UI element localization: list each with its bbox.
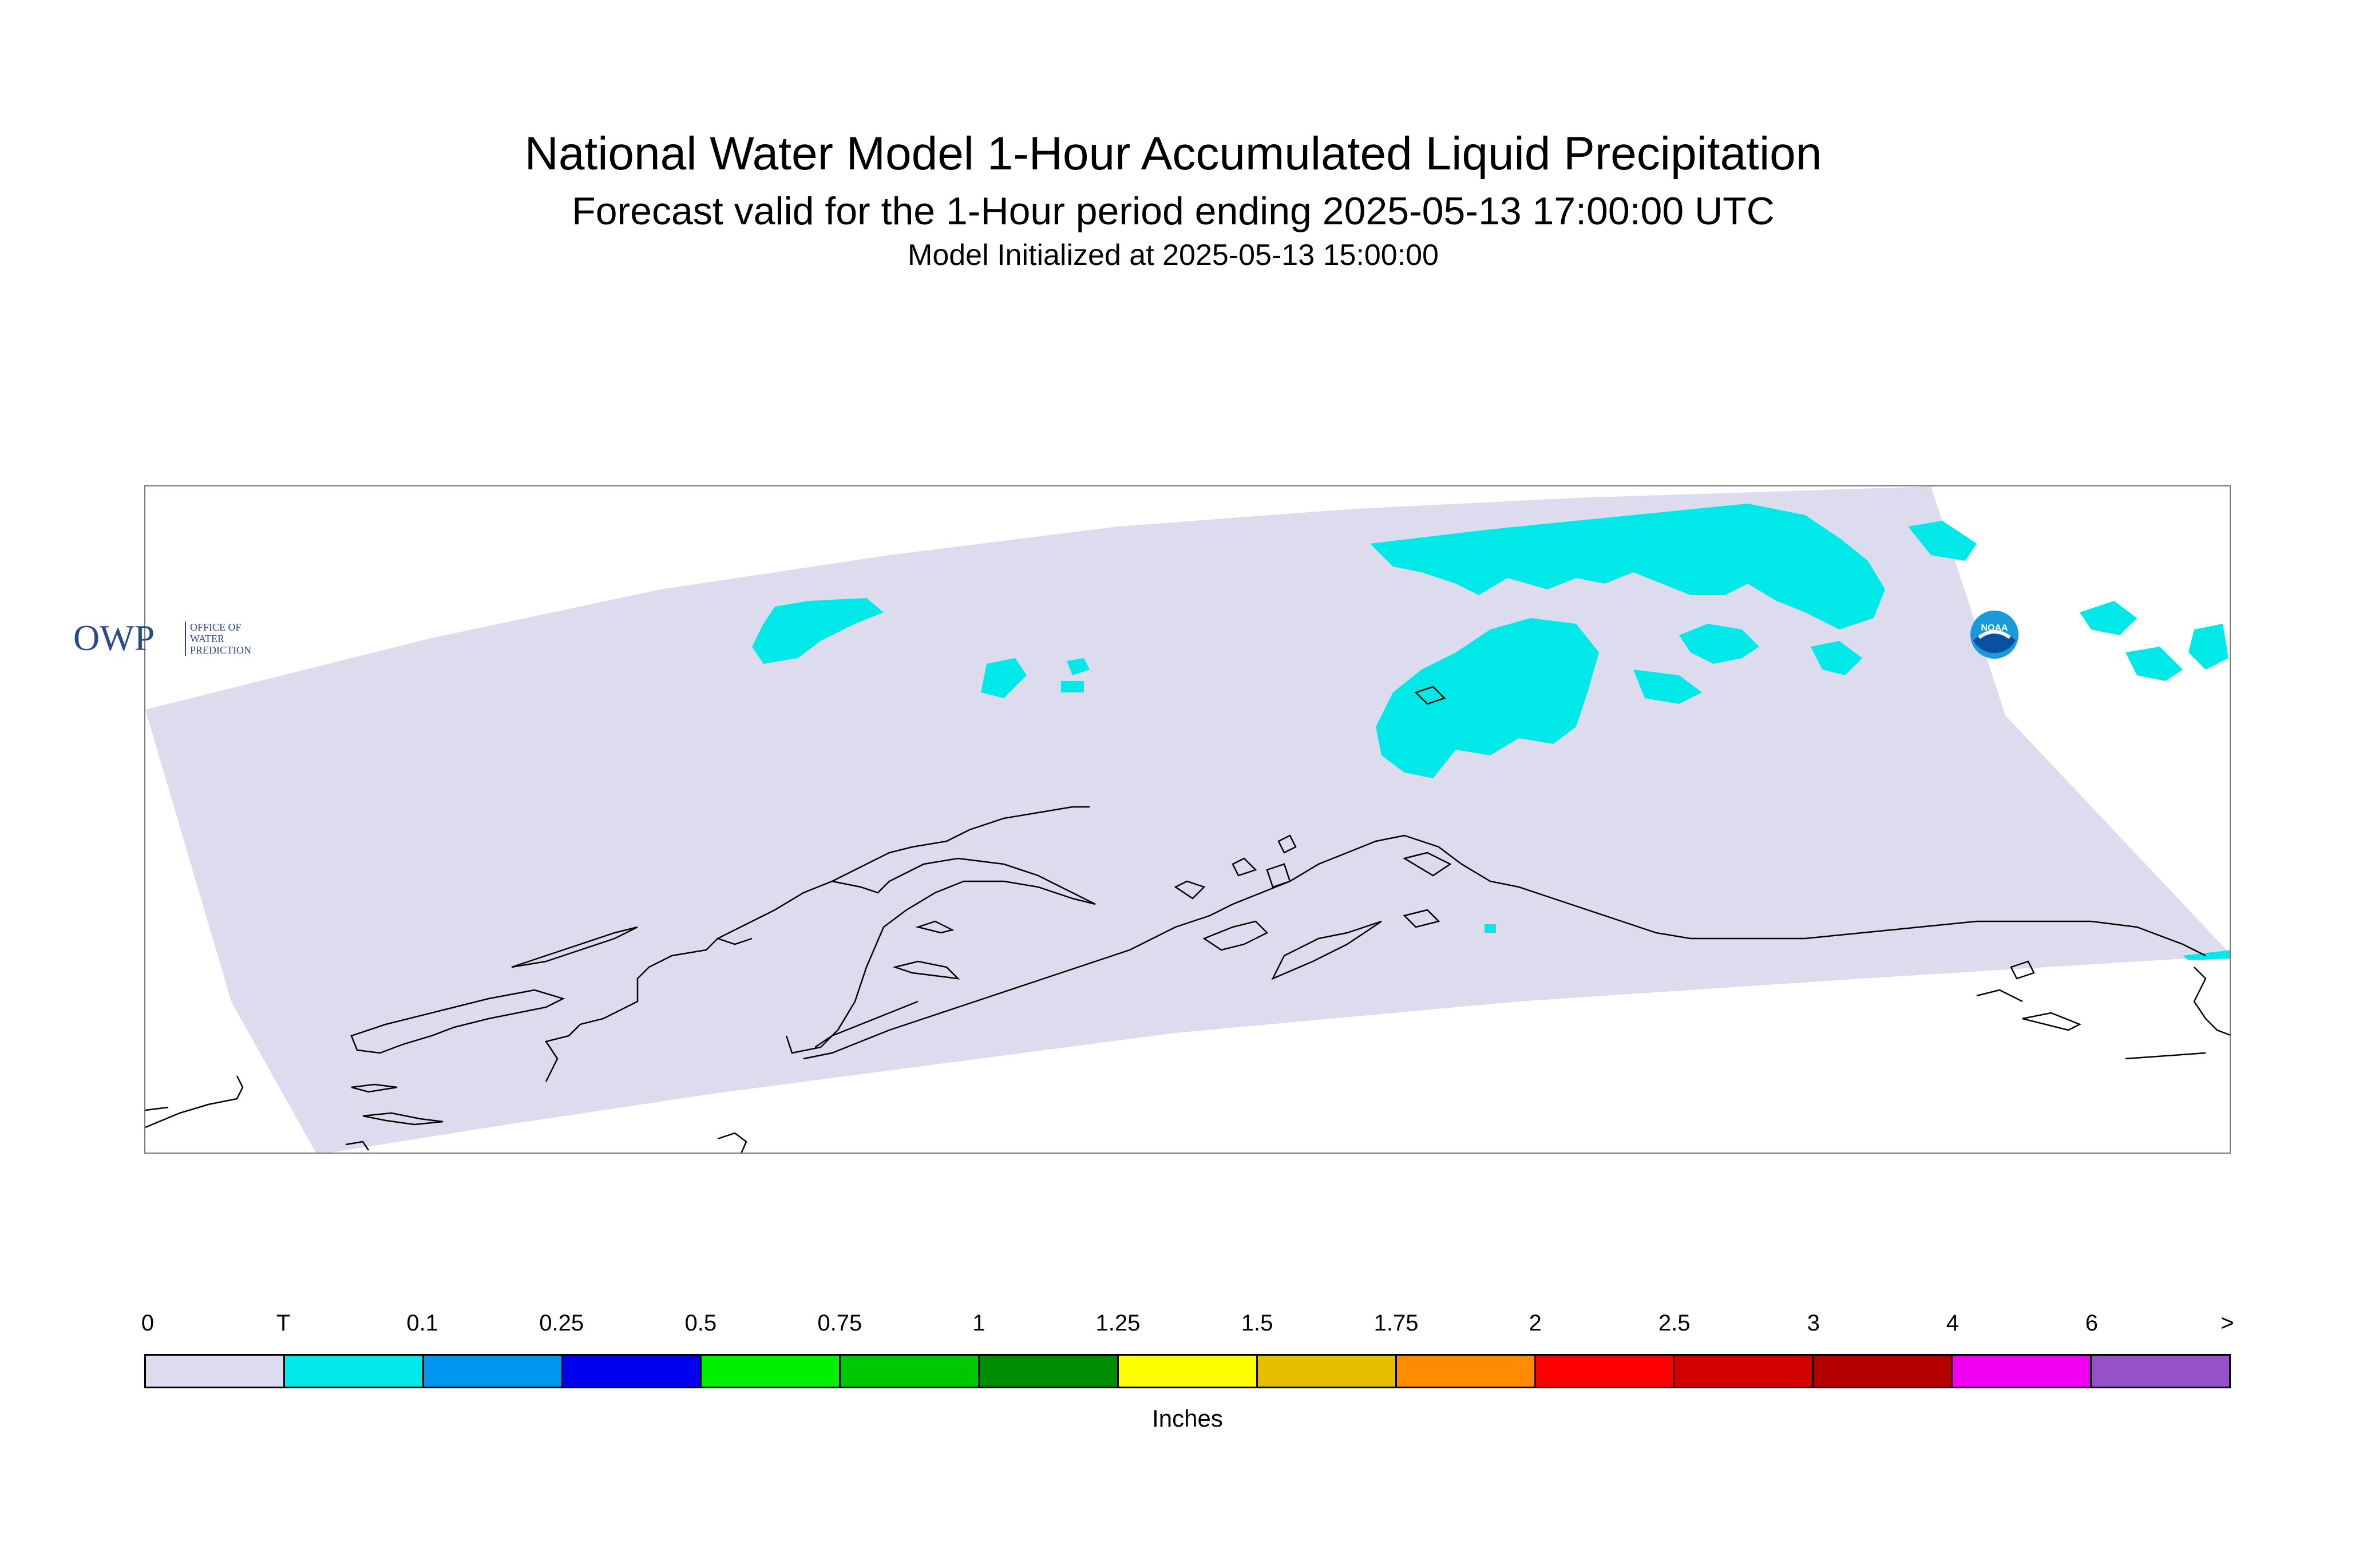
legend-tick-label: 0.1 — [406, 1310, 438, 1336]
legend-swatch — [563, 1356, 702, 1387]
owp-logo-line-3: PREDICTION — [190, 644, 251, 656]
noaa-logo: NOAA — [1969, 609, 2020, 660]
legend-tick-label: 0.75 — [817, 1310, 862, 1336]
legend-tick-label: 0.25 — [539, 1310, 584, 1336]
owp-logo-line-2: WATER — [190, 633, 224, 644]
legend-tick-label: 2.5 — [1658, 1310, 1691, 1336]
legend-tick-label: 1.25 — [1095, 1310, 1141, 1336]
legend-swatch — [146, 1356, 285, 1387]
legend-swatch — [980, 1356, 1119, 1387]
owp-logo-mark: OWP — [73, 618, 155, 658]
legend-tick-label: 0.5 — [684, 1310, 717, 1336]
legend-tick-label: 2 — [1529, 1310, 1542, 1336]
legend-swatch — [423, 1356, 563, 1387]
legend-tick-label: 6 — [2085, 1310, 2099, 1336]
model-domain-area — [145, 486, 2230, 1153]
legend-swatch — [1119, 1356, 1258, 1387]
legend-swatch — [702, 1356, 841, 1387]
legend-swatch — [284, 1356, 424, 1387]
legend-tick-label: T — [276, 1310, 291, 1336]
legend-tick-label: 1 — [972, 1310, 985, 1336]
owp-logo-line-1: OFFICE OF — [190, 621, 242, 633]
noaa-logo-text: NOAA — [1981, 623, 2008, 633]
legend-tick-label: 0 — [141, 1310, 155, 1336]
legend-tick-label: 1.5 — [1241, 1310, 1273, 1336]
chart-subtitle: Forecast valid for the 1-Hour period end… — [572, 189, 1775, 233]
legend-color-bar — [144, 1354, 2231, 1388]
legend-swatch — [841, 1356, 980, 1387]
legend-swatch — [1396, 1356, 1536, 1387]
legend-swatch — [1675, 1356, 1814, 1387]
legend-swatch — [1953, 1356, 2092, 1387]
legend-tick-label: > — [2220, 1310, 2234, 1336]
legend-swatch — [1535, 1356, 1675, 1387]
legend-units-label: Inches — [1152, 1405, 1223, 1432]
coastlines — [145, 686, 2230, 1153]
legend-tick-label: 4 — [1946, 1310, 1959, 1336]
legend-swatch — [1814, 1356, 1953, 1387]
legend-swatch — [2092, 1356, 2229, 1387]
legend-tick-label: 1.75 — [1373, 1310, 1419, 1336]
color-legend: 0 T 0.1 0.25 0.5 0.75 1 1.25 1.5 1.75 2 2.5 3 4 6 > Inc… — [141, 1310, 2234, 1448]
precipitation-map — [144, 485, 2231, 1154]
owp-logo: OWP OFFICE OF WATER PREDICTION — [73, 617, 279, 658]
legend-tick-label: 3 — [1807, 1310, 1820, 1336]
legend-swatch — [1257, 1356, 1397, 1387]
model-init-line: Model Initialized at 2025-05-13 15:00:00 — [908, 239, 1439, 272]
precipitation-areas — [752, 504, 2230, 960]
chart-title: National Water Model 1-Hour Accumulated … — [524, 128, 1822, 180]
